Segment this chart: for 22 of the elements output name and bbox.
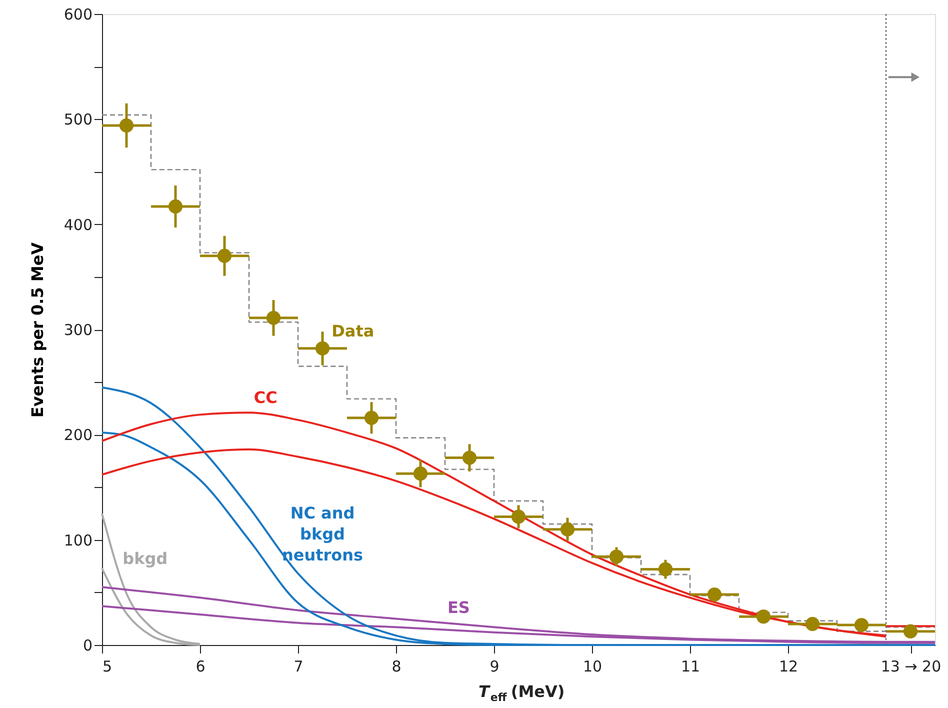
x-tick-label: 10 bbox=[582, 658, 602, 676]
x-tick-label: 12 bbox=[778, 658, 798, 676]
y-tick-label: 100 bbox=[64, 531, 92, 550]
y-tick-label: 500 bbox=[64, 110, 92, 129]
x-tick-label: 11 bbox=[680, 658, 700, 676]
x-tick-label: 5 bbox=[102, 658, 112, 676]
series-label: Data bbox=[332, 322, 374, 341]
x-tick-label: 6 bbox=[196, 658, 206, 676]
y-tick-label: 300 bbox=[64, 321, 92, 339]
y-tick-label: 0 bbox=[82, 636, 92, 654]
x-tick-label: 7 bbox=[294, 658, 304, 676]
y-axis-title: Events per 0.5 MeV bbox=[28, 242, 47, 418]
series-label: bkgd bbox=[122, 548, 168, 568]
x-tick-label: 13 → 20 bbox=[880, 658, 942, 676]
x-tick-label: 9 bbox=[490, 658, 500, 676]
x-tick-label: 8 bbox=[392, 658, 402, 676]
y-tick-label: 600 bbox=[64, 6, 92, 24]
series-label: CC bbox=[254, 388, 278, 407]
series-label: ES bbox=[447, 598, 470, 618]
series-label: NC and bkgd neutrons bbox=[282, 504, 364, 565]
y-tick-label: 200 bbox=[64, 426, 92, 444]
y-tick-label: 400 bbox=[64, 216, 92, 234]
